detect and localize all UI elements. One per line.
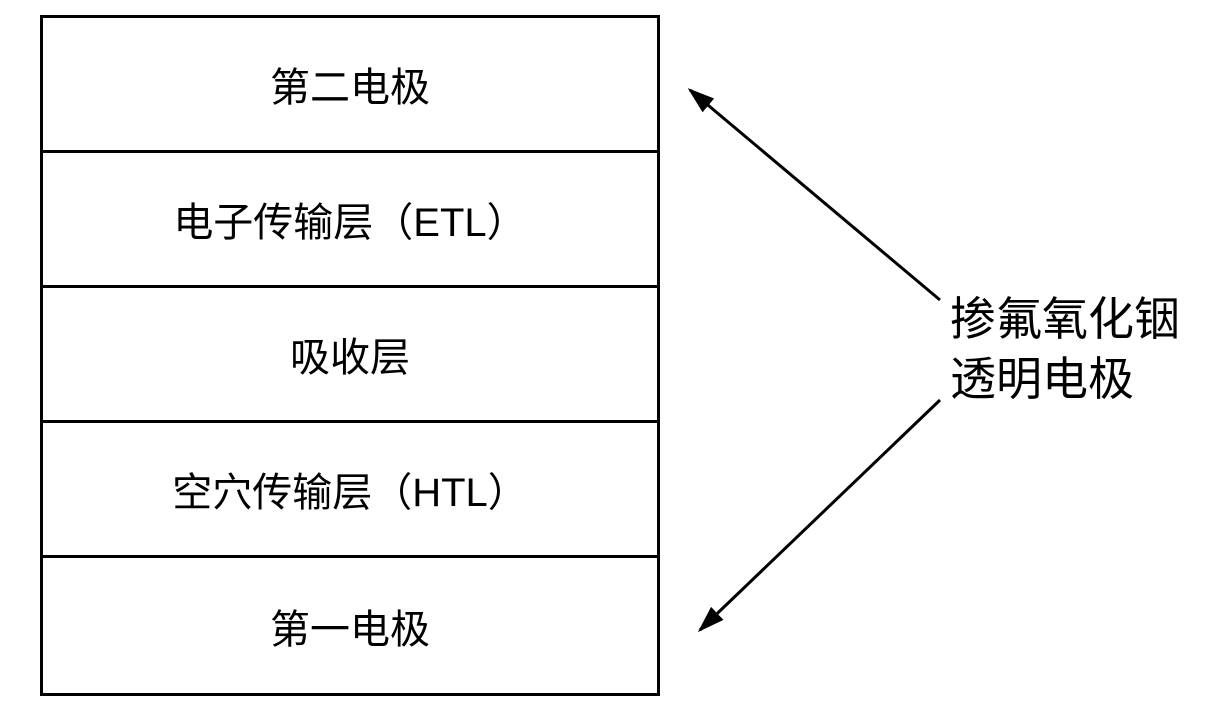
layer-label: 空穴传输层（HTL） — [172, 460, 528, 518]
layer-absorber: 吸收层 — [43, 288, 657, 423]
arrow-top — [690, 90, 940, 300]
layer-stack: 第二电极 电子传输层（ETL） 吸收层 空穴传输层（HTL） 第一电极 — [40, 15, 660, 696]
annotation-line1: 掺氟氧化铟 — [950, 290, 1180, 350]
layer-label: 电子传输层（ETL） — [173, 190, 526, 248]
layer-htl: 空穴传输层（HTL） — [43, 423, 657, 558]
layer-label: 第一电极 — [270, 597, 430, 655]
layer-label: 吸收层 — [290, 325, 410, 383]
electrode-annotation: 掺氟氧化铟 透明电极 — [950, 290, 1180, 410]
layer-second-electrode: 第二电极 — [43, 18, 657, 153]
layer-first-electrode: 第一电极 — [43, 558, 657, 693]
layer-label: 第二电极 — [270, 55, 430, 113]
layer-etl: 电子传输层（ETL） — [43, 153, 657, 288]
arrow-bottom — [700, 400, 940, 630]
annotation-line2: 透明电极 — [950, 350, 1180, 410]
